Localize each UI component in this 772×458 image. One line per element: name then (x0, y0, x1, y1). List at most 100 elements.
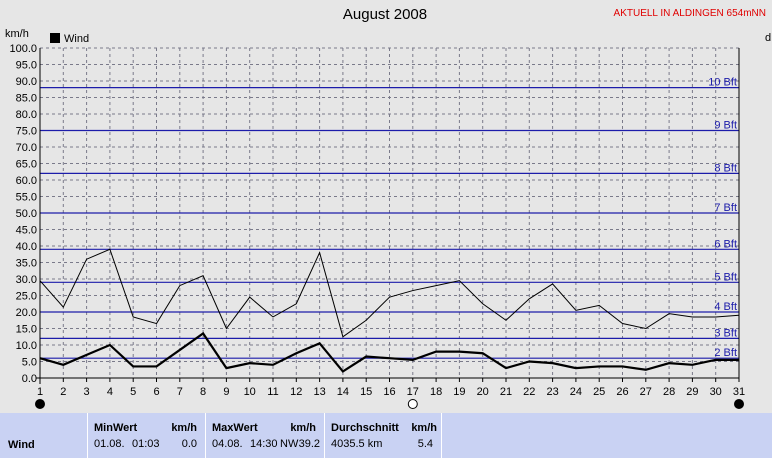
y-tick-label: 75.0 (16, 126, 37, 138)
avg-header: Durchschnitt (331, 422, 399, 434)
y-tick-label: 45.0 (16, 225, 37, 237)
y-tick-label: 100.0 (9, 43, 37, 55)
y-tick-label: 85.0 (16, 93, 37, 105)
wind-chart: 2 Bft 3 Bft 4 Bft 5 Bft 6 Bft 7 Bft 8 Bft 9 Bft… (5, 28, 771, 409)
x-tick-labels: 1 2 3 4 5 6 7 8 9 10 11 12 13 14 15 16 17 18 19 20 21 22 23 24 2… (37, 378, 745, 398)
x-tick-label: 17 (407, 386, 419, 398)
beaufort-label: 5 Bft (714, 271, 737, 283)
stats-panel: Wind MinWert km/h 01.08. 01:03 0.0 MaxWe… (0, 413, 772, 458)
x-tick-label: 29 (686, 386, 698, 398)
y-tick-label: 95.0 (16, 60, 37, 72)
min-cell: MinWert km/h 01.08. 01:03 0.0 (88, 413, 206, 458)
y-tick-label: 0.0 (22, 373, 37, 385)
min-date: 01.08. (94, 438, 125, 450)
new-moon-icon (734, 399, 744, 409)
beaufort-label: 7 Bft (714, 202, 737, 214)
x-tick-label: 4 (107, 386, 113, 398)
y-tick-labels: 0.0 5.0 10.0 15.0 20.0 25.0 30.0 35.0 40.0 45.0 50… (9, 43, 37, 385)
x-tick-label: 18 (430, 386, 442, 398)
x-tick-label: 11 (267, 386, 278, 398)
beaufort-lines: 2 Bft 3 Bft 4 Bft 5 Bft 6 Bft 7 Bft 8 Bft 9 Bft… (40, 77, 739, 359)
x-tick-label: 5 (130, 386, 136, 398)
y-tick-label: 40.0 (16, 241, 37, 253)
beaufort-label: 4 Bft (714, 301, 737, 313)
avg-cell: Durchschnitt km/h 4035.5 km 5.4 (325, 413, 442, 458)
x-tick-label: 27 (640, 386, 652, 398)
max-value: 39.2 (298, 438, 320, 450)
x-tick-label: 10 (244, 386, 256, 398)
x-tick-label: 8 (200, 386, 206, 398)
moon-phase-icons (35, 399, 744, 409)
y-tick-label: 5.0 (22, 357, 37, 369)
min-header: MinWert (94, 422, 138, 434)
right-axis-unit: d (765, 32, 771, 44)
series-line-maximum (39, 248, 740, 338)
x-tick-label: 2 (60, 386, 66, 398)
beaufort-label: 2 Bft (714, 347, 737, 359)
y-tick-label: 55.0 (16, 192, 37, 204)
avg-distance: 4035.5 km (331, 438, 383, 450)
x-tick-label: 12 (290, 386, 302, 398)
x-tick-label: 28 (663, 386, 675, 398)
x-tick-label: 22 (523, 386, 535, 398)
x-tick-label: 15 (360, 386, 372, 398)
legend-label: Wind (64, 33, 89, 45)
min-time: 01:03 (132, 438, 160, 450)
beaufort-label: 8 Bft (714, 162, 737, 174)
x-tick-label: 16 (383, 386, 395, 398)
x-tick-label: 19 (453, 386, 465, 398)
x-tick-label: 14 (337, 386, 349, 398)
max-unit: km/h (290, 422, 316, 434)
x-tick-label: 6 (153, 386, 159, 398)
stats-row-label: Wind (8, 439, 35, 451)
max-cell: MaxWert km/h 04.08. 14:30 NW 39.2 (206, 413, 325, 458)
x-tick-label: 7 (177, 386, 183, 398)
y-tick-label: 65.0 (16, 159, 37, 171)
full-moon-icon (407, 399, 418, 409)
max-header: MaxWert (212, 422, 258, 434)
y-tick-label: 50.0 (16, 208, 37, 220)
x-tick-label: 30 (710, 386, 722, 398)
min-value: 0.0 (181, 438, 197, 450)
y-tick-label: 25.0 (16, 291, 37, 303)
x-tick-label: 9 (223, 386, 229, 398)
y-axis-unit: km/h (5, 28, 29, 40)
min-unit: km/h (171, 422, 197, 434)
x-tick-label: 21 (500, 386, 512, 398)
y-tick-label: 20.0 (16, 307, 37, 319)
x-tick-label: 25 (593, 386, 605, 398)
legend-swatch (50, 33, 60, 43)
axes (36, 48, 740, 384)
avg-unit: km/h (411, 422, 437, 434)
max-dir: NW (280, 438, 299, 450)
legend: Wind (50, 33, 89, 45)
chart-title: August 2008 (342, 6, 428, 23)
y-tick-label: 15.0 (16, 324, 37, 336)
y-tick-label: 70.0 (16, 142, 37, 154)
y-tick-label: 60.0 (16, 175, 37, 187)
beaufort-label: 3 Bft (714, 327, 737, 339)
x-tick-label: 1 (37, 386, 43, 398)
x-tick-label: 31 (733, 386, 745, 398)
beaufort-label: 9 Bft (714, 120, 737, 132)
y-tick-label: 35.0 (16, 258, 37, 270)
y-tick-label: 10.0 (16, 340, 37, 352)
y-tick-label: 90.0 (16, 76, 37, 88)
y-tick-label: 30.0 (16, 274, 37, 286)
series-line-average (39, 331, 739, 373)
x-tick-label: 3 (84, 386, 90, 398)
x-tick-label: 20 (477, 386, 489, 398)
max-date: 04.08. (212, 438, 243, 450)
max-time: 14:30 (250, 438, 278, 450)
new-moon-icon (35, 399, 45, 409)
x-tick-label: 24 (570, 386, 582, 398)
station-label: AKTUELL IN ALDINGEN 654mNN (613, 8, 766, 19)
x-tick-label: 26 (616, 386, 628, 398)
y-tick-label: 80.0 (16, 109, 37, 121)
beaufort-label: 6 Bft (714, 238, 737, 250)
x-tick-label: 23 (546, 386, 558, 398)
x-tick-label: 13 (313, 386, 325, 398)
stats-label-cell: Wind (0, 413, 88, 458)
beaufort-label: 10 Bft (708, 77, 737, 89)
avg-value: 5.4 (417, 438, 433, 450)
